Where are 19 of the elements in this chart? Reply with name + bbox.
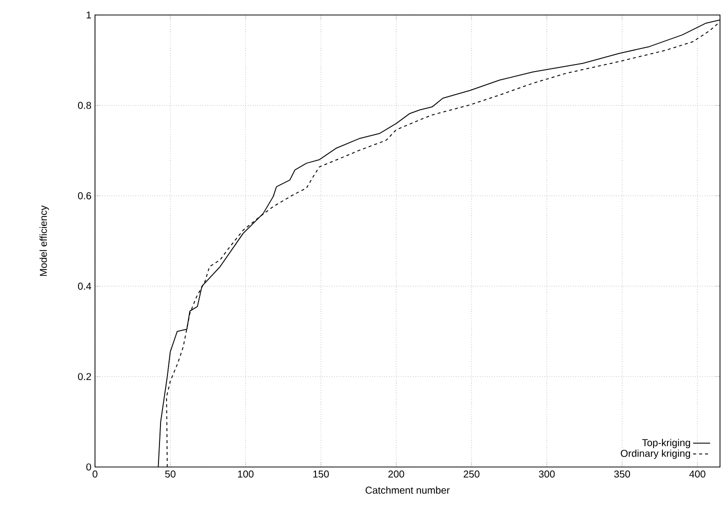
x-tick-label: 0 [92, 470, 98, 478]
x-tick-label: 50 [165, 470, 176, 478]
y-tick-label: 0.2 [78, 373, 91, 380]
y-tick-label: 0 [86, 463, 92, 471]
x-tick-label: 250 [464, 470, 480, 478]
legend-label: Ordinary kriging [620, 450, 690, 459]
y-tick-label: 0.8 [78, 102, 92, 109]
x-axis-title: Catchment number [366, 486, 450, 494]
x-tick-label: 300 [538, 470, 555, 478]
y-tick-label: 1 [86, 12, 91, 18]
x-tick-label: 100 [238, 470, 254, 478]
y-tick-label: 0.4 [78, 282, 92, 290]
x-tick-label: 350 [614, 470, 630, 478]
legend-label: Top-kriging [642, 438, 690, 448]
y-tick-label: 0.6 [78, 192, 92, 200]
x-tick-label: 200 [388, 470, 404, 478]
y-axis-title: Model efficiency [40, 205, 49, 276]
x-tick-label: 150 [313, 470, 329, 478]
x-tick-label: 400 [689, 470, 706, 478]
